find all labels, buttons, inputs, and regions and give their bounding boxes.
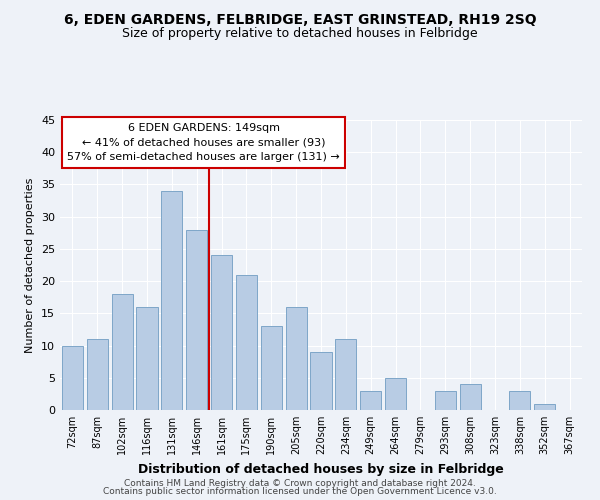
Text: 6, EDEN GARDENS, FELBRIDGE, EAST GRINSTEAD, RH19 2SQ: 6, EDEN GARDENS, FELBRIDGE, EAST GRINSTE… bbox=[64, 12, 536, 26]
X-axis label: Distribution of detached houses by size in Felbridge: Distribution of detached houses by size … bbox=[138, 462, 504, 475]
Bar bbox=[261, 326, 282, 410]
Text: Contains public sector information licensed under the Open Government Licence v3: Contains public sector information licen… bbox=[103, 487, 497, 496]
Bar bbox=[360, 390, 381, 410]
Bar bbox=[211, 256, 232, 410]
Bar bbox=[385, 378, 406, 410]
Bar bbox=[112, 294, 133, 410]
Bar bbox=[534, 404, 555, 410]
Bar bbox=[509, 390, 530, 410]
Bar bbox=[335, 339, 356, 410]
Bar bbox=[62, 346, 83, 410]
Text: Size of property relative to detached houses in Felbridge: Size of property relative to detached ho… bbox=[122, 28, 478, 40]
Bar bbox=[460, 384, 481, 410]
Bar bbox=[136, 307, 158, 410]
Bar bbox=[236, 274, 257, 410]
Y-axis label: Number of detached properties: Number of detached properties bbox=[25, 178, 35, 352]
Bar bbox=[310, 352, 332, 410]
Bar bbox=[435, 390, 456, 410]
Text: 6 EDEN GARDENS: 149sqm
← 41% of detached houses are smaller (93)
57% of semi-det: 6 EDEN GARDENS: 149sqm ← 41% of detached… bbox=[67, 123, 340, 162]
Text: Contains HM Land Registry data © Crown copyright and database right 2024.: Contains HM Land Registry data © Crown c… bbox=[124, 478, 476, 488]
Bar bbox=[87, 339, 108, 410]
Bar bbox=[286, 307, 307, 410]
Bar bbox=[161, 191, 182, 410]
Bar bbox=[186, 230, 207, 410]
